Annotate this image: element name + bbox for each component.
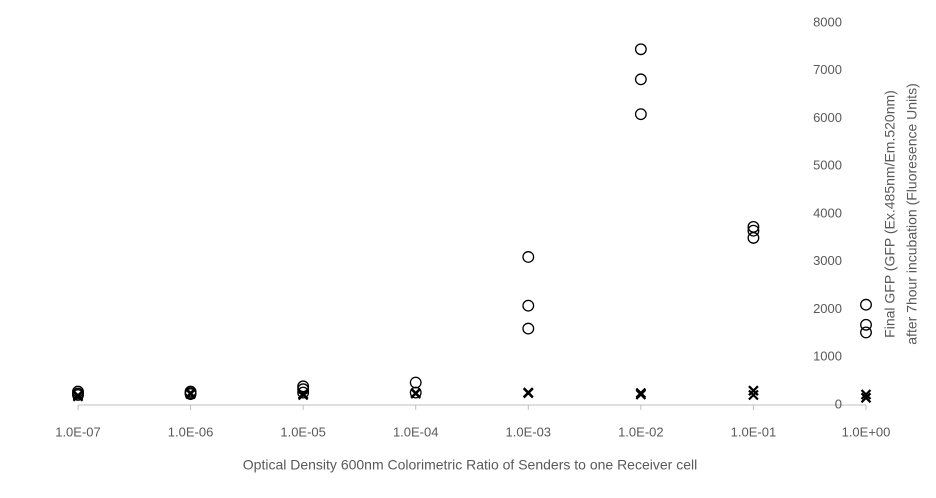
y-tick-label: 8000 [813, 14, 842, 29]
circle-marker [860, 318, 872, 331]
cross-marker [860, 389, 872, 400]
y-axis-title: after 7hour incubation (Fluoresence Unit… [904, 83, 920, 344]
circle-marker [297, 380, 310, 393]
cross-marker [72, 391, 84, 402]
circle-marker [297, 386, 310, 399]
circle-marker [860, 326, 872, 339]
circle-marker [747, 231, 760, 244]
x-tick-label: 1.0E-05 [280, 424, 326, 439]
y-tick-label: 5000 [813, 158, 842, 173]
circle-marker [860, 298, 872, 311]
y-tick-label: 2000 [813, 301, 842, 316]
circle-marker [522, 299, 535, 312]
circle-marker [634, 73, 647, 86]
cross-marker [410, 388, 421, 399]
cross-marker [860, 392, 872, 404]
y-tick-label: 3000 [813, 253, 842, 268]
y-tick-label: 4000 [813, 205, 842, 220]
x-tick-label: 1.0E-04 [393, 424, 439, 439]
x-tick-label: 1.0E-03 [506, 424, 552, 439]
x-tick-label: 1.0E-06 [168, 424, 214, 439]
cross-marker [748, 385, 759, 396]
y-tick-label: 0 [835, 396, 842, 411]
y-axis-title: Final GFP (GFP (Ex.485nm/Em.520nm) [882, 90, 898, 338]
cross-marker [297, 389, 309, 401]
circle-marker [409, 386, 422, 399]
cross-marker [748, 389, 759, 401]
x-tick-label: 1.0E-01 [731, 424, 777, 439]
x-tick-label: 1.0E+00 [842, 424, 891, 439]
circle-marker [747, 224, 760, 237]
circle-marker [184, 388, 197, 400]
x-tick-label: 1.0E-07 [55, 424, 101, 439]
circle-marker [522, 322, 535, 335]
circle-marker [634, 108, 647, 121]
circle-marker [409, 376, 422, 389]
y-tick-label: 1000 [813, 349, 842, 364]
x-tick-label: 1.0E-02 [618, 424, 664, 439]
x-axis-title: Optical Density 600nm Colorimetric Ratio… [243, 457, 697, 473]
circle-marker [522, 251, 535, 263]
cross-marker [635, 389, 647, 400]
cross-marker [185, 388, 196, 400]
cross-marker [523, 387, 534, 399]
y-tick-label: 7000 [813, 62, 842, 77]
circle-marker [634, 43, 647, 56]
y-tick-label: 6000 [813, 110, 842, 125]
circle-marker [72, 389, 84, 401]
